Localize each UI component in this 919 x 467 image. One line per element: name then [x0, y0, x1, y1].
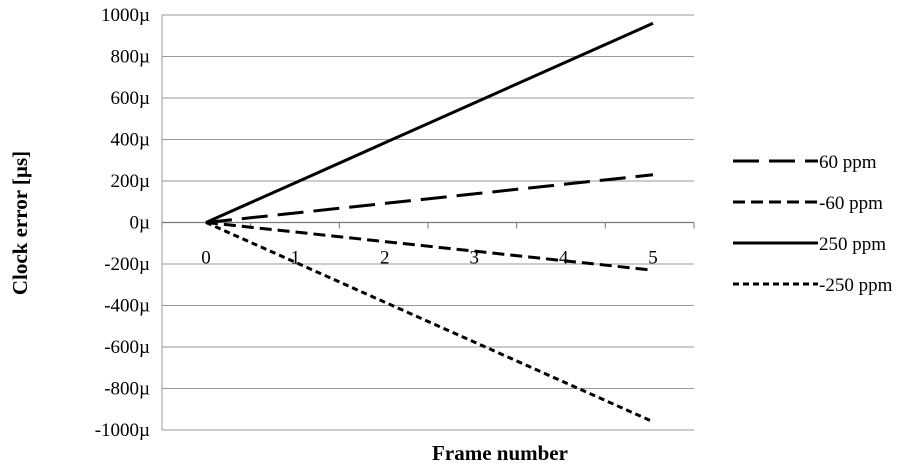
- series-line: [205, 221, 654, 424]
- x-tick-label: 3: [469, 248, 479, 269]
- y-axis-ticks: 1000µ 800µ 600µ 400µ 200µ 0µ -200µ -400µ -600µ -8…: [95, 5, 150, 441]
- y-tick-label: 800µ: [111, 47, 151, 68]
- x-tick-label: 2: [380, 248, 390, 269]
- gridlines: [161, 14, 695, 431]
- legend-label: -60 ppm: [819, 193, 883, 214]
- x-axis-ticks: 0 1 2 3 4 5: [201, 248, 658, 269]
- y-tick-label: 400µ: [111, 130, 151, 151]
- series-line: [205, 173, 654, 224]
- legend-label: 250 ppm: [819, 234, 886, 255]
- x-tick-label: 5: [648, 248, 658, 269]
- y-tick-label: -600µ: [104, 337, 150, 358]
- y-tick-label: -200µ: [104, 254, 150, 275]
- x-tick-label: 4: [559, 248, 569, 269]
- legend-label: -250 ppm: [819, 275, 893, 296]
- y-tick-label: -800µ: [104, 379, 150, 400]
- series-lines: [205, 21, 654, 424]
- y-tick-label: -1000µ: [95, 420, 150, 441]
- series-line: [205, 21, 654, 224]
- x-tick-label: 1: [291, 248, 301, 269]
- y-tick-label: 1000µ: [101, 5, 150, 26]
- legend-label: 60 ppm: [819, 152, 877, 173]
- x-tick-label: 0: [201, 248, 211, 269]
- series-line: [205, 221, 654, 272]
- y-tick-label: 200µ: [111, 171, 151, 192]
- legend: 60 ppm -60 ppm 250 ppm -250 ppm: [733, 152, 893, 296]
- x-axis-title: Frame number: [432, 441, 568, 465]
- y-axis-title: Clock error [µs]: [8, 151, 32, 295]
- y-tick-label: 0µ: [130, 213, 151, 234]
- y-tick-label: 600µ: [111, 88, 151, 109]
- y-tick-label: -400µ: [104, 296, 150, 317]
